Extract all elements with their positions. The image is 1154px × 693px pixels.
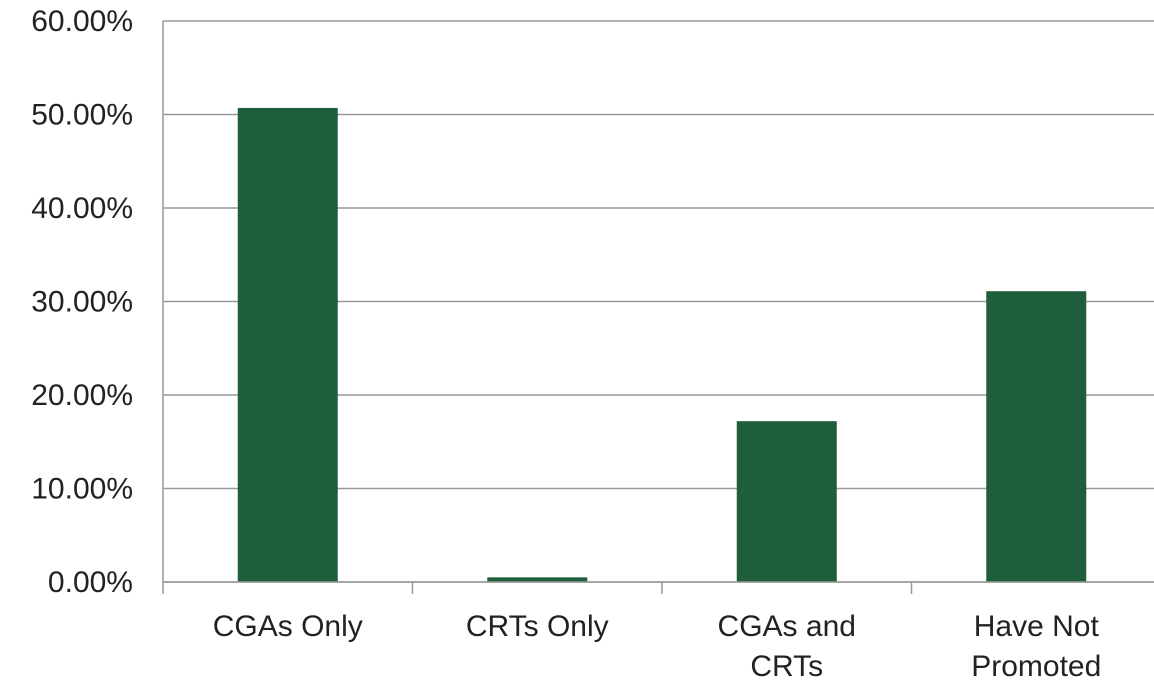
bar bbox=[487, 577, 588, 582]
x-tick-label: CGAs Only bbox=[213, 610, 363, 643]
y-tick-label: 20.00% bbox=[31, 379, 133, 412]
y-tick-label: 50.00% bbox=[31, 98, 133, 131]
bar bbox=[736, 421, 837, 582]
bar bbox=[986, 291, 1087, 582]
x-tick-label: CGAs and CRTs bbox=[718, 610, 856, 683]
y-tick-label: 30.00% bbox=[31, 285, 133, 318]
y-tick-label: 60.00% bbox=[31, 5, 133, 38]
y-tick-label: 0.00% bbox=[48, 566, 133, 599]
bar bbox=[237, 107, 338, 582]
x-tick-label: CRTs Only bbox=[466, 610, 609, 643]
y-tick-label: 40.00% bbox=[31, 192, 133, 225]
y-tick-label: 10.00% bbox=[31, 472, 133, 505]
x-tick-label: Have Not Promoted bbox=[971, 610, 1101, 683]
